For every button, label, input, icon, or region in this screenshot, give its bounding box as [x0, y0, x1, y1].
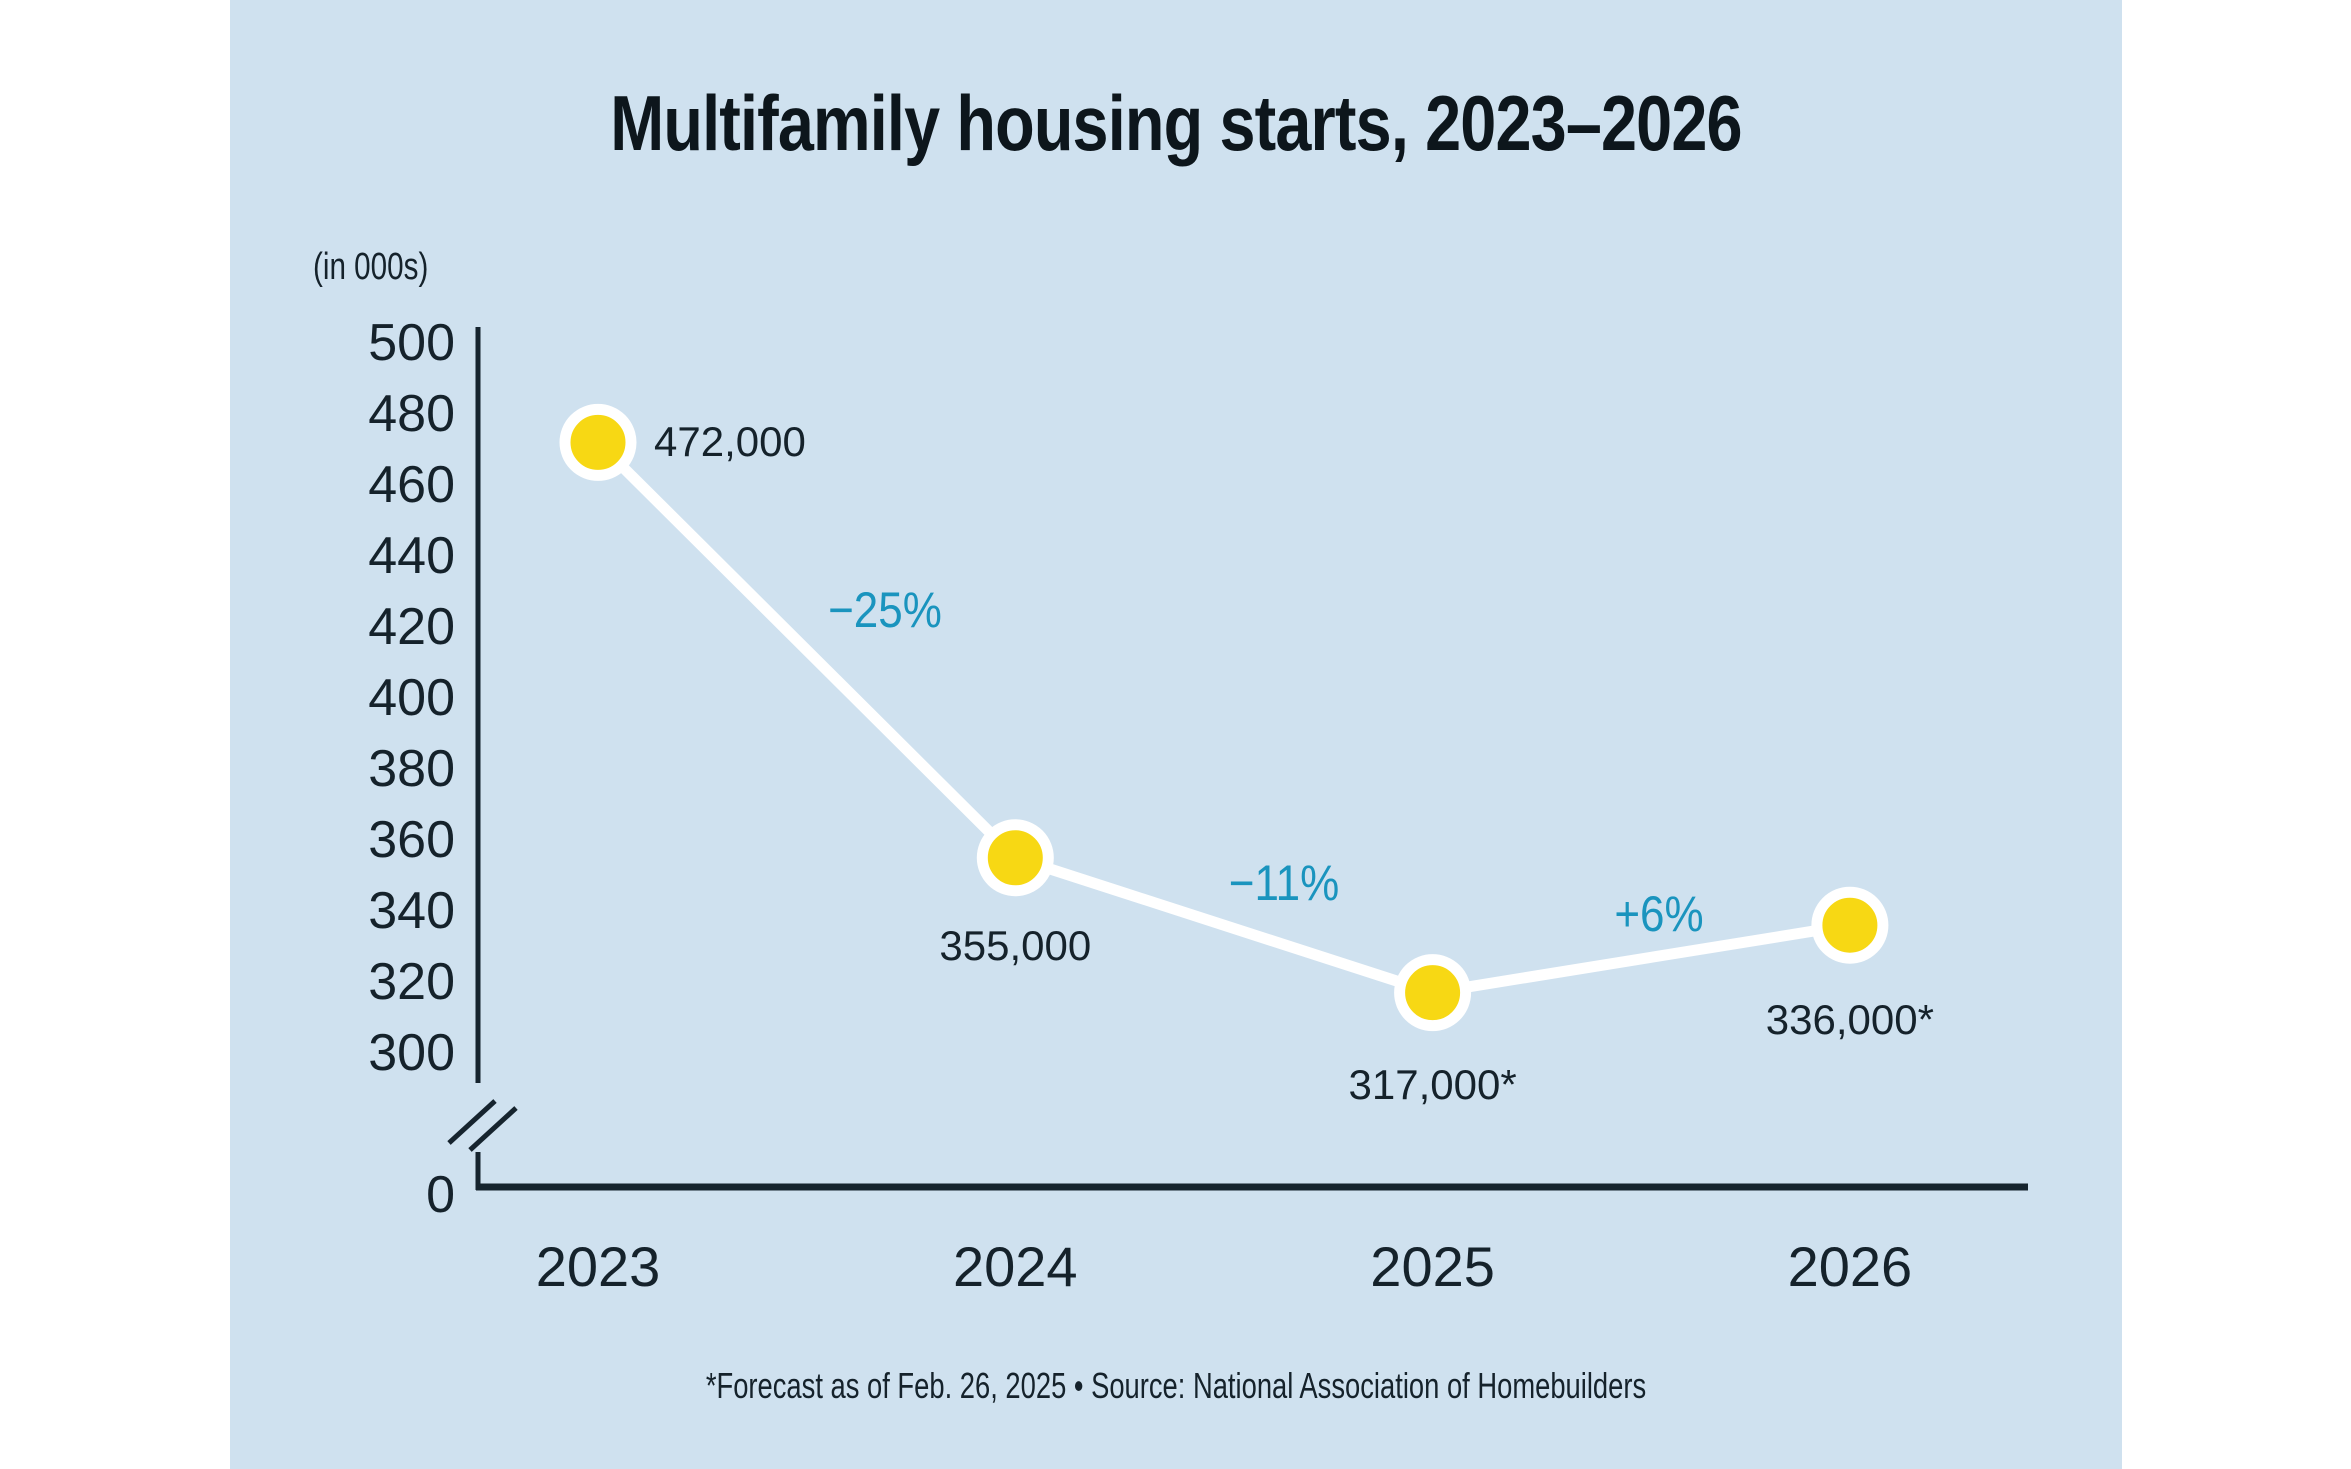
x-tick-label: 2025 [1370, 1235, 1495, 1298]
percent-change-label: −11% [1228, 855, 1340, 912]
value-label: 355,000 [939, 921, 1092, 969]
y-axis-unit-label: (in 000s) [313, 246, 429, 288]
y-tick-label: 380 [368, 740, 455, 798]
y-tick-label: 460 [368, 456, 455, 514]
y-tick-label: 440 [368, 527, 455, 585]
value-label: 336,000* [1765, 996, 1934, 1044]
y-tick-label: 480 [368, 385, 455, 443]
percent-change-label: +6% [1614, 885, 1704, 942]
chart-title: Multifamily housing starts, 2023–2026 [610, 79, 1742, 167]
axis-break-icon [468, 1106, 518, 1152]
trend-line [592, 436, 1856, 999]
y-tick-label: 400 [368, 669, 455, 727]
y-tick-label: 340 [368, 882, 455, 940]
data-point-2024 [976, 819, 1054, 897]
chart-panel [230, 0, 2122, 1469]
source-note: *Forecast as of Feb. 26, 2025 • Source: … [705, 1365, 1647, 1406]
y-tick-label: 360 [368, 811, 455, 869]
x-tick-label: 2023 [535, 1235, 661, 1298]
y-tick-label: 300 [368, 1024, 455, 1082]
y-tick-label-zero: 0 [426, 1166, 455, 1224]
y-tick-label: 420 [368, 598, 455, 656]
value-label: 472,000 [654, 418, 806, 466]
y-tick-label: 320 [368, 953, 455, 1011]
axis-break-icon [447, 1099, 497, 1145]
data-point-2023 [559, 403, 637, 481]
percent-change-label: −25% [827, 582, 942, 639]
value-label: 317,000* [1348, 1060, 1517, 1108]
x-tick-label: 2024 [953, 1235, 1078, 1298]
data-point-2026 [1811, 886, 1889, 964]
data-point-2025 [1394, 954, 1472, 1032]
x-tick-label: 2026 [1787, 1235, 1913, 1298]
y-tick-label: 500 [368, 314, 455, 372]
